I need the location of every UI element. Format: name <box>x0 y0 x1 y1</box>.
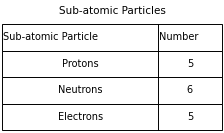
Bar <box>2 77 222 104</box>
Text: 6: 6 <box>187 85 193 95</box>
Bar <box>2 104 222 130</box>
Text: Sub-atomic Particle: Sub-atomic Particle <box>3 32 98 42</box>
Text: Neutrons: Neutrons <box>58 85 102 95</box>
Text: Electrons: Electrons <box>58 112 103 122</box>
Text: Number: Number <box>159 32 199 42</box>
Text: Protons: Protons <box>62 59 99 69</box>
Bar <box>2 51 222 77</box>
Bar <box>2 24 222 51</box>
Text: Sub-atomic Particles: Sub-atomic Particles <box>58 6 166 16</box>
Text: 5: 5 <box>187 112 193 122</box>
Text: 5: 5 <box>187 59 193 69</box>
